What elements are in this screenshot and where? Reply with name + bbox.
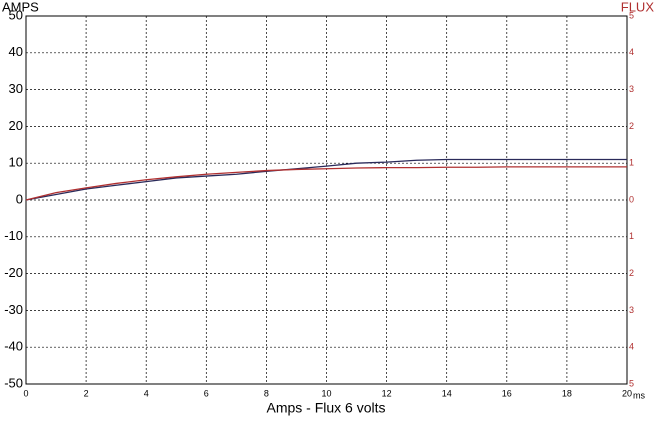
x-tick-label: 6 <box>204 388 209 398</box>
x-tick-label: 4 <box>144 388 149 398</box>
y2-tick-label: 0 <box>629 194 634 204</box>
y2-tick-label: 1 <box>629 158 634 168</box>
y-tick-label: 10 <box>9 155 23 170</box>
y-tick-label: 40 <box>9 44 23 59</box>
y2-tick-label: 1 <box>629 231 634 241</box>
x-tick-label: 14 <box>442 388 452 398</box>
y2-axis-label: FLUX <box>621 0 655 14</box>
y-axis-label: AMPS <box>2 0 39 14</box>
y2-tick-label: 4 <box>629 47 634 57</box>
y-tick-label: 20 <box>9 118 23 133</box>
chart-title: Amps - Flux 6 volts <box>266 400 385 416</box>
y-tick-label: -10 <box>4 228 23 243</box>
y2-tick-label: 3 <box>629 84 634 94</box>
y2-tick-label: 2 <box>629 121 634 131</box>
y2-tick-label: 3 <box>629 305 634 315</box>
series-line <box>25 166 627 201</box>
y-tick-label: 30 <box>9 81 23 96</box>
x-tick-label: 16 <box>502 388 512 398</box>
series-line <box>25 158 627 201</box>
y2-tick-label: 4 <box>629 342 634 352</box>
y2-tick-label: 5 <box>629 378 634 388</box>
y-tick-label: 0 <box>16 191 23 206</box>
y-tick-label: -40 <box>4 339 23 354</box>
x-tick-label: 12 <box>382 388 392 398</box>
x-tick-label: 10 <box>321 388 331 398</box>
y-tick-label: -50 <box>4 375 23 390</box>
y-tick-label: -30 <box>4 302 23 317</box>
x-tick-label: 8 <box>264 388 269 398</box>
x-tick-label: 2 <box>84 388 89 398</box>
x-tick-label: 18 <box>562 388 572 398</box>
y2-tick-label: 5 <box>629 10 634 20</box>
y-tick-label: -20 <box>4 265 23 280</box>
x-tick-label: 20 <box>622 388 632 398</box>
y2-tick-label: 2 <box>629 268 634 278</box>
x-tick-label: 0 <box>23 388 28 398</box>
x-unit: ms <box>633 390 645 400</box>
y-tick-label: 50 <box>9 7 23 22</box>
